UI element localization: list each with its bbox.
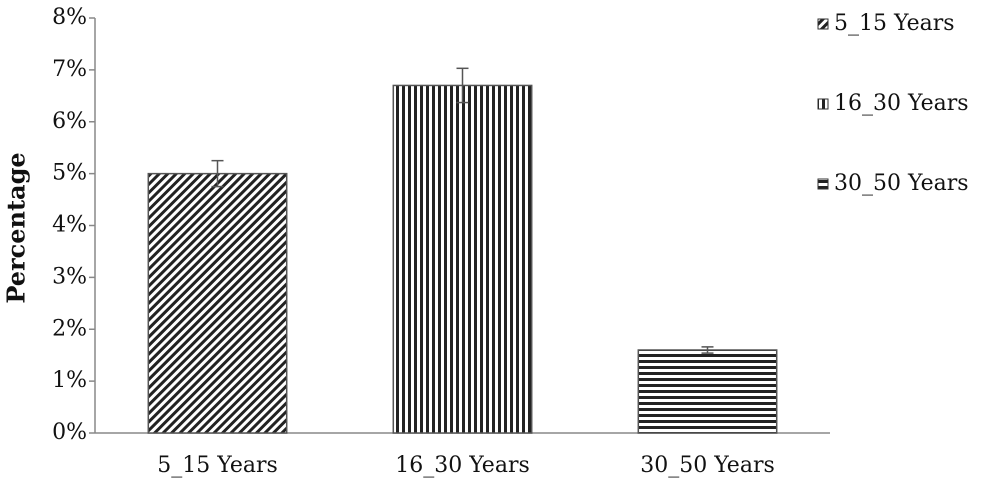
bar — [147, 172, 288, 434]
bar — [392, 84, 533, 434]
y-tick-label: 7% — [52, 57, 87, 82]
legend-label: 5_15 Years — [834, 11, 955, 36]
legend-label: 16_30 Years — [834, 91, 969, 116]
y-axis-label: Percentage — [2, 152, 31, 303]
y-tick-label: 3% — [52, 264, 87, 289]
y-tick-label: 4% — [52, 213, 87, 238]
legend-swatch — [817, 98, 829, 110]
bar — [637, 349, 778, 434]
y-tick-label: 6% — [52, 109, 87, 134]
legend-label: 30_50 Years — [834, 171, 969, 196]
legend-swatch — [817, 18, 829, 30]
x-tick-label: 30_50 Years — [640, 453, 775, 478]
y-tick-label: 0% — [52, 420, 87, 445]
y-tick-label: 8% — [52, 5, 87, 30]
y-tick-label: 2% — [52, 316, 87, 341]
x-tick-label: 16_30 Years — [395, 453, 530, 478]
y-tick-label: 1% — [52, 368, 87, 393]
y-tick-label: 5% — [52, 161, 87, 186]
x-tick-label: 5_15 Years — [157, 453, 278, 478]
legend-swatch — [817, 178, 829, 190]
